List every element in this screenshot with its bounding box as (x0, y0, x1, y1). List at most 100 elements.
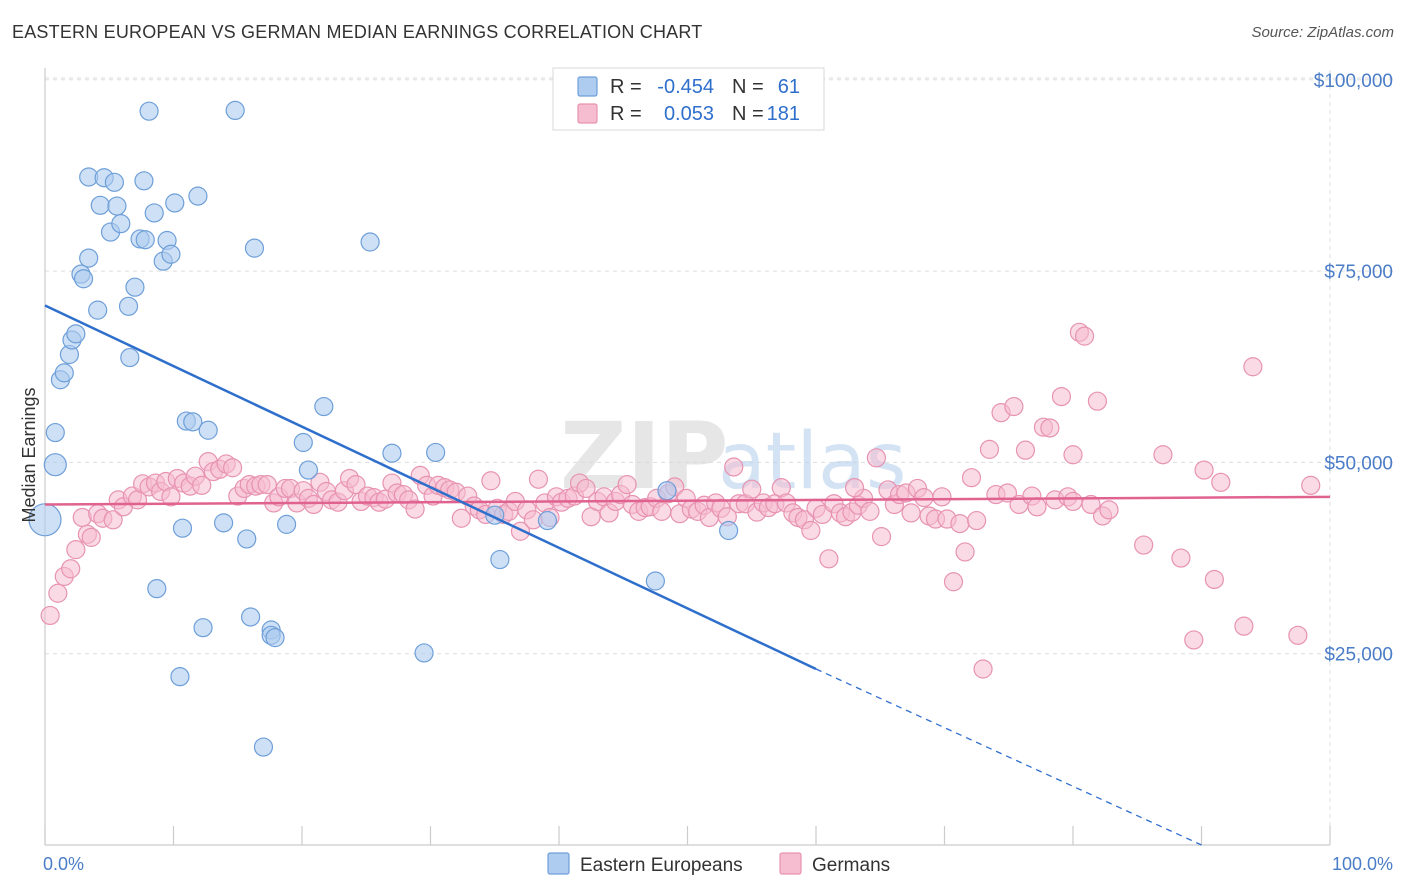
germans-point-176 (1087, 391, 1108, 411)
germans-point-138 (860, 501, 880, 521)
chart-title: EASTERN EUROPEAN VS GERMAN MEDIAN EARNIN… (12, 22, 703, 42)
germans-point-168 (1040, 418, 1060, 438)
axes (44, 68, 1331, 846)
eastern-europeans-point-61 (657, 481, 677, 501)
germans-point-103 (652, 501, 672, 521)
y-tick-label-2: $75,000 (1324, 262, 1393, 283)
bottom-legend-swatch-pink (779, 852, 802, 875)
y-tick-label-0: $25,000 (1324, 645, 1393, 666)
germans-point-181 (1171, 548, 1191, 568)
legend-n-value-pink: 181 (767, 103, 800, 125)
eastern-europeans-point-33 (172, 518, 193, 538)
germans-point-140 (871, 527, 892, 547)
eastern-europeans-point-35 (183, 412, 203, 432)
germans-point-36 (257, 474, 277, 495)
eastern-europeans-point-31 (165, 193, 185, 213)
eastern-europeans-point-24 (134, 171, 154, 191)
germans-point-128 (801, 520, 821, 541)
eastern-europeans-point-25 (139, 101, 159, 121)
tick-labels: $25,000 $50,000 $75,000 $100,000 0.0% 100.0% (43, 71, 1393, 874)
eastern-europeans-point-49 (293, 432, 313, 453)
trend-lines (44, 304, 1331, 846)
eastern-europeans-trend-extension (815, 668, 1202, 846)
germans-point-184 (1204, 569, 1224, 590)
legend-box (552, 67, 825, 131)
series-legend: Eastern Europeans Germans (547, 852, 890, 876)
x-tick-label-0: 0.0% (43, 854, 84, 874)
germans-point-4 (66, 540, 86, 560)
eastern-europeans-point-32 (170, 667, 190, 687)
eastern-europeans-point-57 (490, 549, 510, 570)
germans-point-44 (303, 494, 324, 515)
germans-point-0 (40, 605, 60, 626)
germans-point-3 (61, 559, 81, 579)
germans-point-158 (979, 439, 1000, 459)
eastern-europeans-point-59 (645, 571, 665, 591)
germans-point-152 (943, 572, 964, 592)
source-label: Source: ZipAtlas.com (1251, 24, 1394, 41)
germans-point-97 (617, 474, 637, 495)
legend-r-label-pink: R = (610, 103, 642, 125)
y-tick-label-1: $50,000 (1324, 453, 1393, 474)
germans-point-61 (405, 499, 425, 519)
germans-point-7 (81, 527, 101, 547)
germans-point-82 (528, 469, 549, 489)
eastern-europeans-point-41 (237, 529, 257, 549)
eastern-europeans-point-51 (314, 396, 334, 417)
eastern-europeans-point-27 (147, 579, 167, 599)
eastern-europeans-trend-line (44, 304, 817, 671)
germans-point-69 (451, 508, 471, 528)
eastern-europeans-point-19 (118, 296, 139, 316)
eastern-europeans-point-52 (360, 232, 380, 252)
eastern-europeans-point-10 (79, 248, 99, 268)
germans-point-147 (914, 487, 934, 508)
germans-trend-line (44, 495, 1331, 506)
germans-point-188 (1288, 625, 1308, 645)
germans-point-190 (1063, 491, 1083, 512)
eastern-europeans-point-60 (719, 520, 739, 541)
eastern-europeans-point-13 (90, 195, 110, 215)
eastern-europeans-point-16 (104, 172, 124, 192)
eastern-europeans-point-38 (198, 420, 218, 440)
eastern-europeans-point-7 (66, 324, 86, 344)
eastern-europeans-point-4 (54, 363, 74, 383)
legend-swatch-blue (577, 76, 598, 97)
eastern-europeans-point-36 (188, 186, 208, 206)
eastern-europeans-point-9 (73, 269, 94, 289)
germans-point-90 (576, 478, 596, 499)
legend-n-label-pink: N = (732, 103, 764, 125)
germans-point-180 (1153, 445, 1173, 465)
legend-r-value-pink: 0.053 (664, 103, 714, 125)
bottom-legend-swatch-blue (547, 852, 570, 875)
germans-point-183 (1194, 460, 1214, 480)
germans-point-1 (48, 583, 68, 603)
eastern-europeans-point-37 (193, 618, 213, 638)
germans-point-74 (481, 471, 501, 491)
germans-point-115 (724, 457, 744, 477)
y-axis-label: Median Earnings (19, 387, 39, 522)
eastern-europeans-point-39 (214, 513, 234, 533)
legend-swatch-pink (577, 103, 598, 124)
germans-point-170 (1051, 386, 1072, 407)
eastern-europeans-point-1 (43, 453, 67, 477)
eastern-europeans-point-23 (135, 230, 155, 250)
eastern-europeans-point-43 (244, 238, 265, 258)
germans-point-154 (955, 542, 975, 562)
germans-point-185 (1211, 472, 1231, 492)
eastern-europeans-point-2 (45, 422, 65, 443)
eastern-europeans-point-55 (426, 442, 446, 463)
germans-point-189 (1301, 475, 1321, 495)
germans-point-164 (1015, 440, 1036, 460)
eastern-europeans-points (28, 100, 739, 757)
bottom-legend-label-blue: Eastern Europeans (580, 855, 743, 876)
legend-n-label-blue: N = (732, 76, 764, 98)
legend-n-value-blue: 61 (778, 76, 800, 98)
germans-point-179 (1134, 535, 1154, 555)
eastern-europeans-point-40 (225, 100, 245, 121)
eastern-europeans-point-44 (253, 737, 274, 757)
germans-point-10 (103, 510, 123, 530)
germans-point-145 (901, 503, 921, 523)
eastern-europeans-point-47 (265, 628, 285, 648)
legend-r-value-blue: -0.454 (657, 76, 714, 98)
